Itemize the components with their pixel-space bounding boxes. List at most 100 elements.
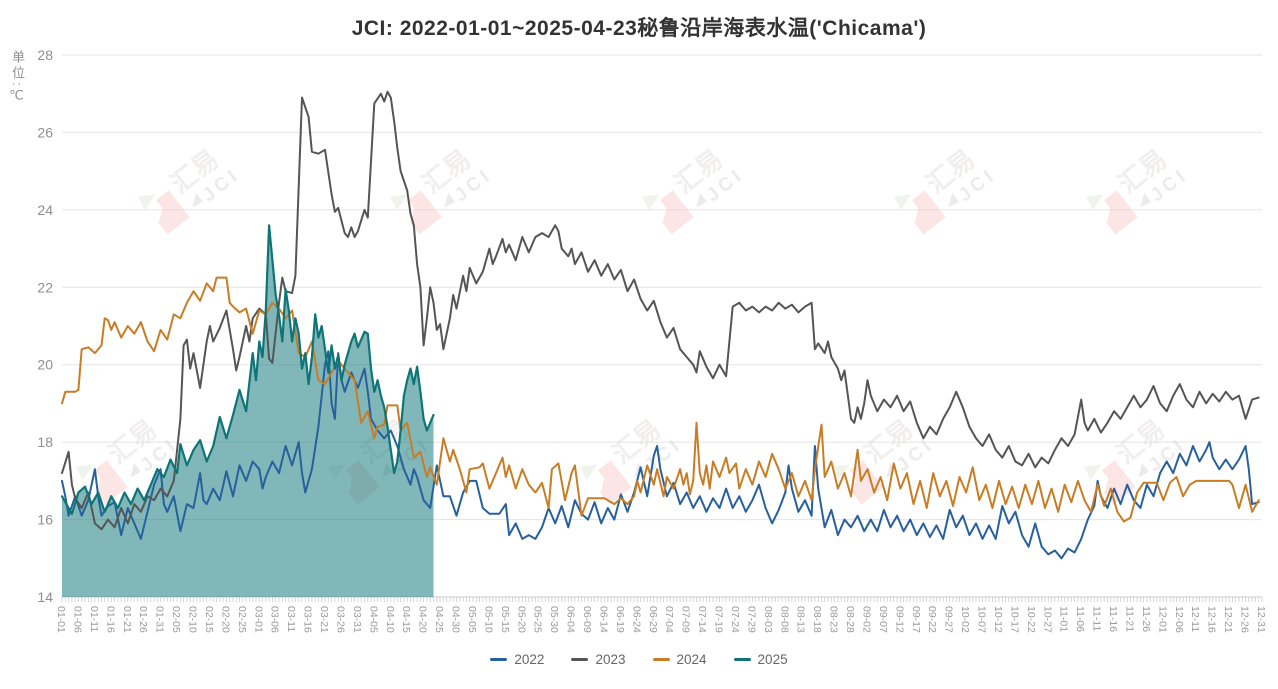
x-tick-label: 12-06 — [1173, 606, 1185, 633]
x-tick-labels: 01-01 01-06 01-11 01-16 01-21 01-26 01-31 02-05… — [55, 606, 1267, 633]
legend-dash-icon-2025 — [733, 658, 751, 661]
x-tick-label: 02-05 — [170, 606, 182, 633]
legend-dash-icon-2022 — [490, 658, 508, 661]
legend-item-2025[interactable]: 2025 — [733, 652, 788, 667]
x-tick-label: 07-24 — [729, 606, 741, 633]
x-tick-label: 01-21 — [121, 606, 133, 633]
x-tick-label: 04-20 — [417, 606, 429, 633]
x-tick-label: 12-21 — [1222, 606, 1234, 633]
y-tick-label: 26 — [37, 124, 53, 140]
x-tick-label: 06-04 — [565, 606, 577, 633]
x-tick-label: 08-18 — [811, 606, 823, 633]
legend-item-2023[interactable]: 2023 — [571, 652, 626, 667]
legend-label-2023: 2023 — [595, 652, 626, 667]
x-tick-label: 06-09 — [581, 606, 593, 633]
y-tick-label: 22 — [37, 279, 53, 295]
x-tick-label: 05-10 — [482, 606, 494, 633]
x-tick-label: 11-16 — [1107, 606, 1119, 632]
x-tick-label: 03-31 — [351, 606, 363, 633]
x-tick-label: 10-17 — [1008, 606, 1020, 633]
x-tick-label: 09-22 — [926, 606, 938, 633]
x-tick-label: 09-02 — [860, 606, 872, 633]
x-tick-label: 07-09 — [680, 606, 692, 633]
x-tick-label: 03-06 — [269, 606, 281, 633]
y-tick-label: 24 — [37, 202, 53, 218]
series-2025-line — [60, 224, 435, 515]
y-tick-label: 28 — [37, 47, 53, 63]
x-tick-label: 05-15 — [499, 606, 511, 633]
x-tick-label: 08-03 — [762, 606, 774, 633]
y-tick-label: 20 — [37, 357, 53, 373]
x-tick-label: 05-30 — [548, 606, 560, 633]
x-tick-label: 02-25 — [236, 606, 248, 633]
x-tick-label: 03-01 — [252, 606, 264, 633]
x-tick-label: 07-04 — [663, 606, 675, 633]
y-tick-label: 16 — [37, 512, 53, 528]
x-tick-label: 09-27 — [943, 606, 955, 633]
x-tick-label: 04-15 — [400, 606, 412, 633]
x-tick-label: 06-29 — [647, 606, 659, 633]
legend-label-2024: 2024 — [676, 652, 707, 667]
x-tick-label: 04-25 — [433, 606, 445, 633]
x-tick-label: 12-01 — [1156, 606, 1168, 633]
x-tick-label: 08-28 — [844, 606, 856, 633]
x-tick-label: 01-26 — [137, 606, 149, 633]
x-tick-label: 03-21 — [318, 606, 330, 633]
x-tick-marks — [61, 597, 1263, 602]
y-axis-unit-label: 单位:℃ — [10, 50, 25, 107]
x-tick-label: 01-06 — [71, 606, 83, 633]
series-2024-line — [61, 276, 1260, 523]
x-tick-label: 07-19 — [713, 606, 725, 633]
series-2023-line — [61, 90, 1260, 531]
x-tick-label: 06-24 — [630, 606, 642, 633]
x-tick-label: 10-02 — [959, 606, 971, 633]
x-tick-label: 02-10 — [187, 606, 199, 633]
x-tick-label: 09-12 — [893, 606, 905, 633]
legend-item-2024[interactable]: 2024 — [652, 652, 707, 667]
x-tick-label: 02-15 — [203, 606, 215, 633]
x-tick-label: 12-31 — [1255, 606, 1267, 633]
x-tick-label: 05-25 — [532, 606, 544, 633]
x-tick-label: 10-22 — [1025, 606, 1037, 633]
x-tick-label: 08-13 — [795, 606, 807, 633]
x-tick-label: 10-07 — [976, 606, 988, 633]
x-tick-label: 11-21 — [1123, 606, 1135, 632]
y-gridlines: 28 26 24 22 20 18 16 14 — [37, 47, 1262, 605]
x-tick-label: 03-11 — [285, 606, 297, 632]
x-tick-label: 08-08 — [778, 606, 790, 633]
x-tick-label: 01-11 — [88, 606, 100, 632]
legend-item-2022[interactable]: 2022 — [490, 652, 544, 667]
x-tick-label: 10-12 — [992, 606, 1004, 633]
x-tick-label: 11-01 — [1058, 606, 1070, 632]
x-tick-label: 12-11 — [1189, 606, 1201, 632]
y-tick-label: 18 — [37, 434, 53, 450]
x-tick-label: 02-20 — [219, 606, 231, 633]
x-tick-label: 04-30 — [450, 606, 462, 633]
x-tick-label: 09-07 — [877, 606, 889, 633]
legend-dash-icon-2023 — [571, 658, 589, 661]
x-tick-label: 12-26 — [1239, 606, 1251, 633]
x-tick-label: 01-16 — [104, 606, 116, 633]
x-tick-label: 11-11 — [1091, 606, 1103, 631]
x-tick-label: 01-31 — [154, 606, 166, 633]
x-tick-label: 06-14 — [597, 606, 609, 633]
x-tick-label: 11-06 — [1074, 606, 1086, 632]
y-tick-label: 14 — [37, 589, 53, 605]
x-tick-label: 03-26 — [334, 606, 346, 633]
x-tick-label: 05-05 — [466, 606, 478, 633]
x-tick-label: 06-19 — [614, 606, 626, 633]
x-tick-label: 04-10 — [384, 606, 396, 633]
x-tick-label: 07-14 — [696, 606, 708, 633]
legend-label-2022: 2022 — [514, 652, 545, 667]
x-tick-label: 05-20 — [515, 606, 527, 633]
legend-label-2025: 2025 — [757, 652, 788, 667]
